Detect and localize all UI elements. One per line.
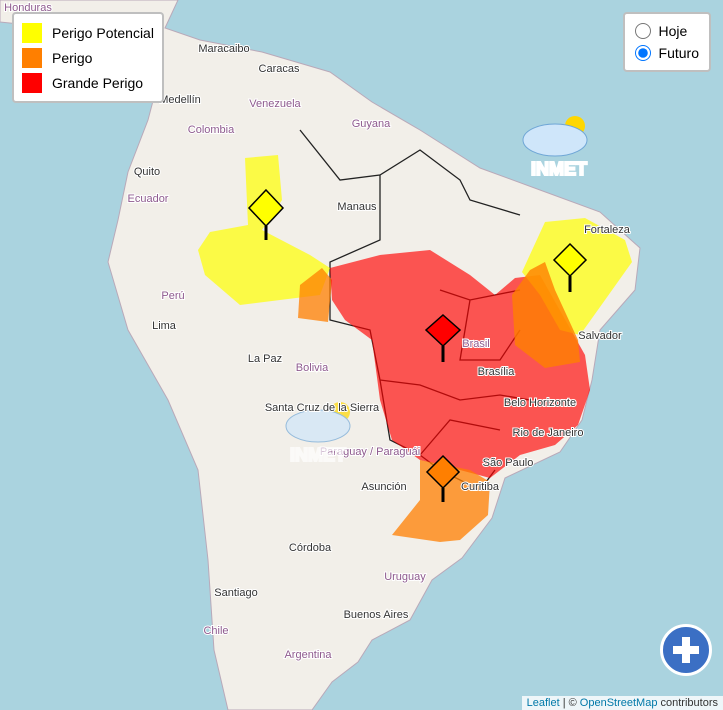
city-label: Brasília (478, 366, 516, 378)
plus-icon (673, 637, 699, 663)
alert-orange-west (298, 268, 332, 322)
watermark: INMET (531, 159, 587, 179)
city-label: Santa Cruz de la Sierra (265, 402, 380, 414)
osm-link[interactable]: OpenStreetMap (579, 697, 658, 709)
legend-label: Grande Perigo (52, 74, 144, 91)
weather-logo (522, 116, 588, 157)
city-label: Fortaleza (584, 224, 631, 236)
city-label: Belo Horizonte (504, 397, 576, 409)
view-option[interactable]: Hoje (634, 20, 699, 42)
city-label: Lima (152, 320, 177, 332)
legend-swatch (22, 72, 42, 93)
view-option-label: Hoje (658, 23, 688, 39)
zoom-button[interactable] (660, 624, 712, 676)
country-label: Paraguay / Paraguái (320, 446, 420, 458)
city-label: São Paulo (483, 457, 534, 469)
radio-button[interactable] (634, 45, 651, 61)
city-label: Rio de Janeiro (513, 427, 584, 439)
legend: Perigo Potencial Perigo Grande Perigo (12, 12, 164, 103)
view-selector: Hoje Futuro (622, 12, 711, 72)
city-label: Buenos Aires (344, 609, 409, 621)
land (0, 0, 641, 710)
legend-item: Perigo (22, 45, 154, 70)
view-option-label: Futuro (658, 45, 699, 61)
city-label: Medellín (159, 94, 201, 106)
attribution: Leaflet | © OpenStreetMap contributors (521, 696, 723, 710)
city-label: Caracas (259, 63, 300, 75)
city-label: La Paz (248, 353, 282, 365)
country-label: Ecuador (128, 193, 169, 205)
alert-orange-ne (512, 262, 580, 368)
country-label: Guyana (352, 118, 391, 130)
city-label: Curitiba (461, 481, 500, 493)
country-label: Colombia (188, 124, 235, 136)
city-label: Quito (134, 166, 160, 178)
leaflet-link[interactable]: Leaflet (526, 697, 560, 709)
legend-item: Perigo Potencial (22, 20, 154, 45)
attribution-separator: | © (562, 697, 577, 709)
country-label: Honduras (4, 2, 52, 14)
city-label: Asunción (361, 481, 406, 493)
view-option[interactable]: Futuro (634, 42, 699, 64)
country-label: Venezuela (249, 98, 301, 110)
legend-label: Perigo Potencial (52, 24, 154, 41)
country-label: Chile (203, 625, 228, 637)
legend-label: Perigo (52, 49, 93, 66)
radio-button[interactable] (634, 23, 651, 39)
country-label: Argentina (284, 649, 332, 661)
city-label: Santiago (214, 587, 257, 599)
weather-logo (285, 402, 351, 443)
city-label: Manaus (337, 201, 377, 213)
alert-icons (247, 188, 588, 502)
alert-orange-south (392, 460, 490, 542)
city-label: Salvador (578, 330, 622, 342)
legend-swatch (22, 47, 42, 68)
legend-swatch (22, 22, 42, 43)
country-label: Uruguay (384, 571, 426, 583)
watermark: INMET (290, 445, 346, 465)
attribution-suffix: contributors (660, 697, 718, 709)
city-label: Maracaibo (198, 43, 249, 55)
country-label: Brasil (462, 338, 490, 350)
legend-item: Grande Perigo (22, 70, 154, 95)
country-label: Bolivia (296, 362, 329, 374)
alert-yellow-west (198, 155, 330, 305)
country-label: Perú (161, 290, 184, 302)
city-label: Córdoba (289, 542, 332, 554)
